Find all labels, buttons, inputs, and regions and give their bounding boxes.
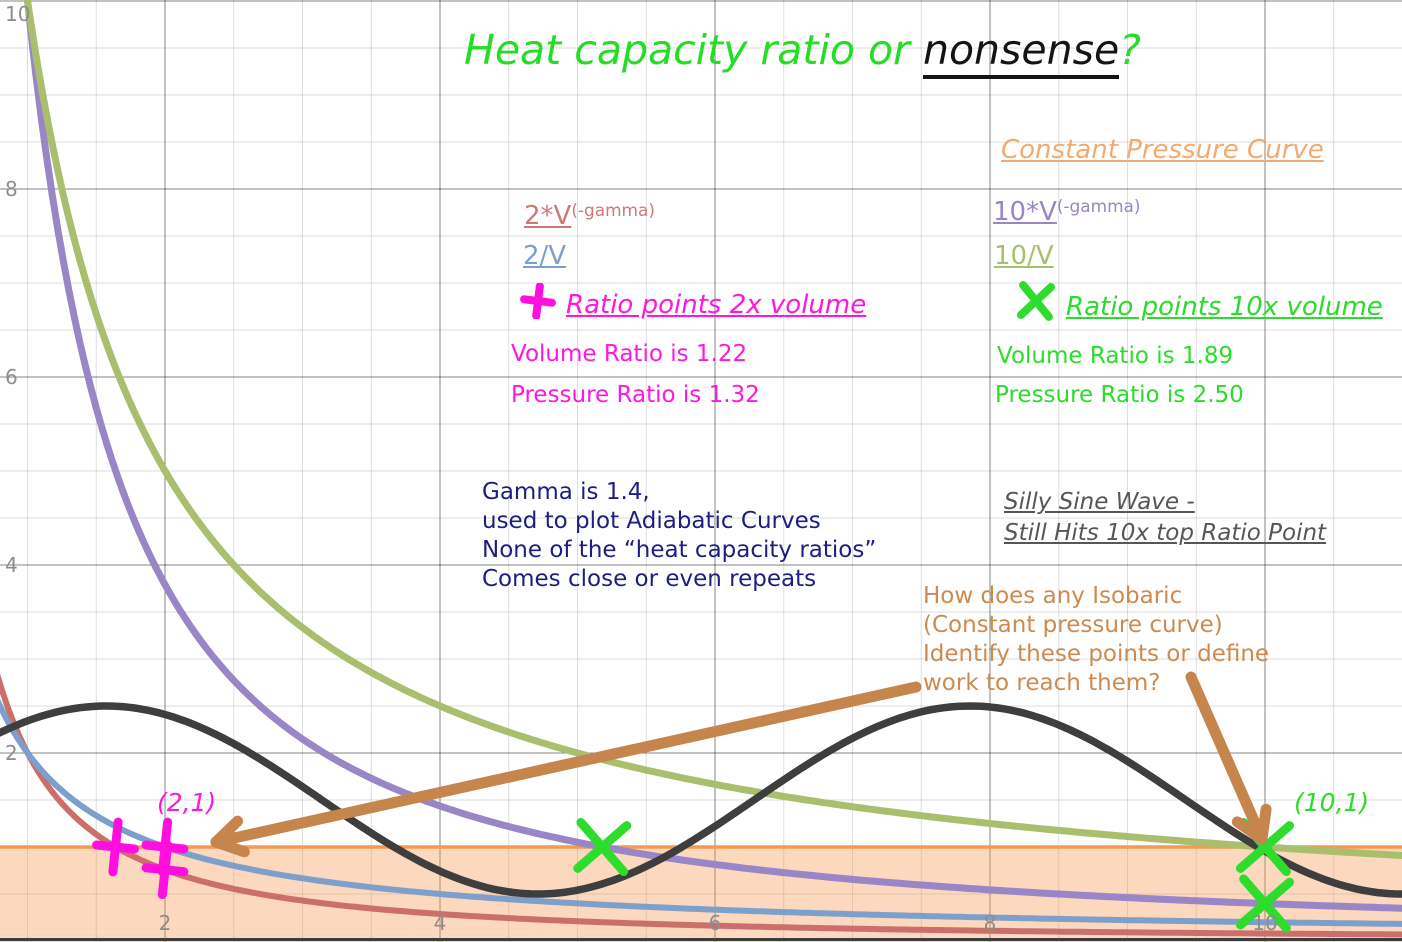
note-gamma-line2: used to plot Adiabatic Curves bbox=[482, 508, 821, 534]
legend-adiabat-10-base: 10*V bbox=[993, 197, 1057, 227]
x-tick-label: 8 bbox=[984, 911, 997, 935]
note-isobaric-line3: Identify these points or define bbox=[923, 641, 1270, 667]
legend-constant-pressure: Constant Pressure Curve bbox=[1001, 135, 1324, 165]
curve-adiabat-10 bbox=[23, 0, 1402, 912]
title-green-part: Heat capacity ratio or bbox=[464, 26, 923, 74]
legend-adiabat-2: 2*V(-gamma) bbox=[524, 200, 655, 232]
title-question-mark: ? bbox=[1119, 26, 1141, 74]
note-gamma-line1: Gamma is 1.4, bbox=[482, 479, 650, 505]
stat-volume-ratio-2x: Volume Ratio is 1.22 bbox=[511, 341, 748, 367]
note-sine-line2: Still Hits 10x top Ratio Point bbox=[1004, 520, 1327, 546]
title-nonsense-word: nonsense bbox=[922, 26, 1120, 79]
legend-ratio-10x: Ratio points 10x volume bbox=[1016, 281, 1383, 323]
y-tick-label: 8 bbox=[5, 177, 18, 201]
y-tick-label: 2 bbox=[5, 741, 18, 765]
note-isobaric-line2: (Constant pressure curve) bbox=[923, 612, 1223, 638]
note-gamma-line4: Comes close or even repeats bbox=[482, 566, 817, 592]
curve-silly-sine bbox=[0, 702, 1402, 898]
y-tick-label: 6 bbox=[5, 365, 18, 389]
ratio-points-10x-marker bbox=[573, 817, 632, 877]
graph-title: Heat capacity ratio or nonsense? bbox=[464, 26, 1141, 79]
y-tick-label: 10 bbox=[5, 2, 30, 26]
legend-ratio-10x-label: Ratio points 10x volume bbox=[1066, 292, 1383, 322]
ratio-points-10x-marker bbox=[1235, 874, 1295, 933]
curve-isotherm-10 bbox=[23, 0, 1402, 860]
point-label-2-1: (2,1) bbox=[157, 788, 217, 817]
note-gamma: Gamma is 1.4, used to plot Adiabatic Cur… bbox=[482, 478, 876, 594]
legend-adiabat-2-exponent: (-gamma) bbox=[571, 200, 655, 220]
stat-volume-ratio-10x: Volume Ratio is 1.89 bbox=[997, 343, 1234, 369]
point-label-10-1: (10,1) bbox=[1294, 788, 1370, 817]
note-isobaric-line4: work to reach them? bbox=[923, 670, 1161, 696]
note-isobaric: How does any Isobaric (Constant pressure… bbox=[923, 582, 1269, 698]
ratio-points-2x-marker bbox=[141, 840, 189, 900]
legend-isotherm-10: 10/V bbox=[994, 241, 1054, 271]
arrow-to-2-1 bbox=[210, 681, 922, 858]
legend-adiabat-2-base: 2*V bbox=[524, 201, 572, 231]
ratio-points-2x-marker bbox=[92, 817, 139, 877]
y-tick-label: 4 bbox=[5, 553, 18, 577]
legend-ratio-2x: Ratio points 2x volume bbox=[520, 282, 867, 321]
arrow-to-10-1 bbox=[1185, 671, 1272, 845]
plus-marker-icon bbox=[520, 282, 556, 320]
legend-isotherm-2: 2/V bbox=[523, 241, 567, 271]
stat-pressure-ratio-10x: Pressure Ratio is 2.50 bbox=[995, 382, 1244, 408]
legend-adiabat-10-exponent: (-gamma) bbox=[1056, 196, 1141, 216]
x-tick-label: 2 bbox=[159, 911, 172, 935]
stat-pressure-ratio-2x: Pressure Ratio is 1.32 bbox=[511, 382, 760, 408]
legend-ratio-2x-label: Ratio points 2x volume bbox=[566, 290, 867, 320]
x-tick-label: 10 bbox=[1252, 911, 1277, 935]
note-sine-line1: Silly Sine Wave - bbox=[1004, 489, 1195, 515]
x-tick-label: 6 bbox=[709, 911, 722, 935]
note-sine: Silly Sine Wave - Still Hits 10x top Rat… bbox=[1004, 487, 1326, 549]
curve-adiabat-2 bbox=[0, 673, 1402, 938]
legend-adiabat-10: 10*V(-gamma) bbox=[993, 196, 1141, 228]
note-isobaric-line1: How does any Isobaric bbox=[923, 583, 1183, 609]
curve-isotherm-2 bbox=[0, 698, 1402, 927]
x-marker-icon bbox=[1016, 281, 1056, 321]
x-tick-label: 4 bbox=[434, 911, 447, 935]
note-gamma-line3: None of the “heat capacity ratios” bbox=[482, 537, 877, 563]
